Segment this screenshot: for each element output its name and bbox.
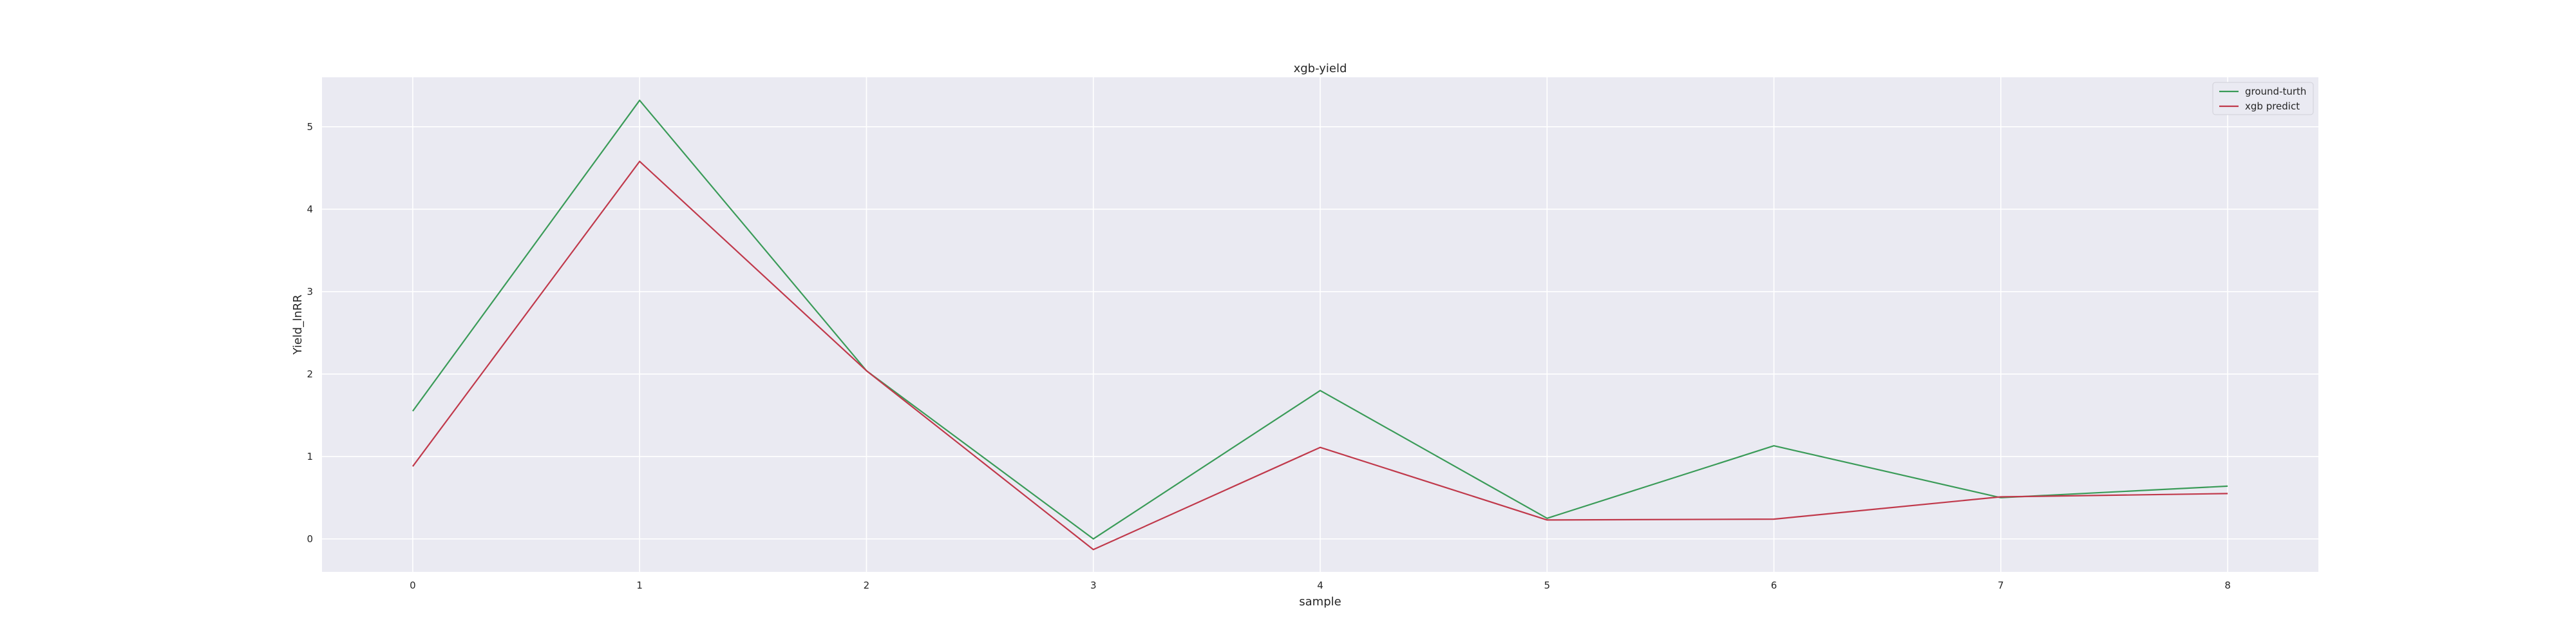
x-tick-label: 6: [1771, 580, 1777, 591]
x-tick-label: 3: [1090, 580, 1097, 591]
chart-title: xgb-yield: [1294, 62, 1347, 75]
y-tick-label: 0: [307, 533, 313, 545]
series-group: [412, 99, 2228, 551]
x-tick-label: 5: [1544, 580, 1550, 591]
y-tick-label: 1: [307, 451, 313, 462]
x-tick-label: 0: [410, 580, 416, 591]
x-axis-label: sample: [1299, 595, 1341, 609]
y-tick-label: 2: [307, 368, 313, 380]
legend-label-xgb-predict: xgb predict: [2245, 100, 2300, 112]
y-tick-label: 4: [307, 204, 313, 215]
y-axis-label: Yield_lnRR: [291, 294, 305, 355]
x-tick-label: 8: [2224, 580, 2231, 591]
x-tick-label: 4: [1317, 580, 1323, 591]
legend: ground-turth xgb predict: [2212, 82, 2314, 115]
x-tick-labels: 0 1 2 3 4 5 6 7 8: [410, 580, 2231, 591]
y-tick-label: 3: [307, 286, 313, 298]
series-line-ground-turth: [412, 99, 2228, 540]
series-line-xgb-predict: [412, 160, 2228, 551]
grid: [322, 77, 2318, 572]
x-tick-label: 1: [636, 580, 643, 591]
y-tick-labels: 0 1 2 3 4 5: [307, 121, 313, 545]
x-tick-label: 7: [1998, 580, 2004, 591]
x-tick-label: 2: [864, 580, 870, 591]
legend-label-ground-turth: ground-turth: [2245, 86, 2306, 97]
y-tick-label: 5: [307, 121, 313, 133]
